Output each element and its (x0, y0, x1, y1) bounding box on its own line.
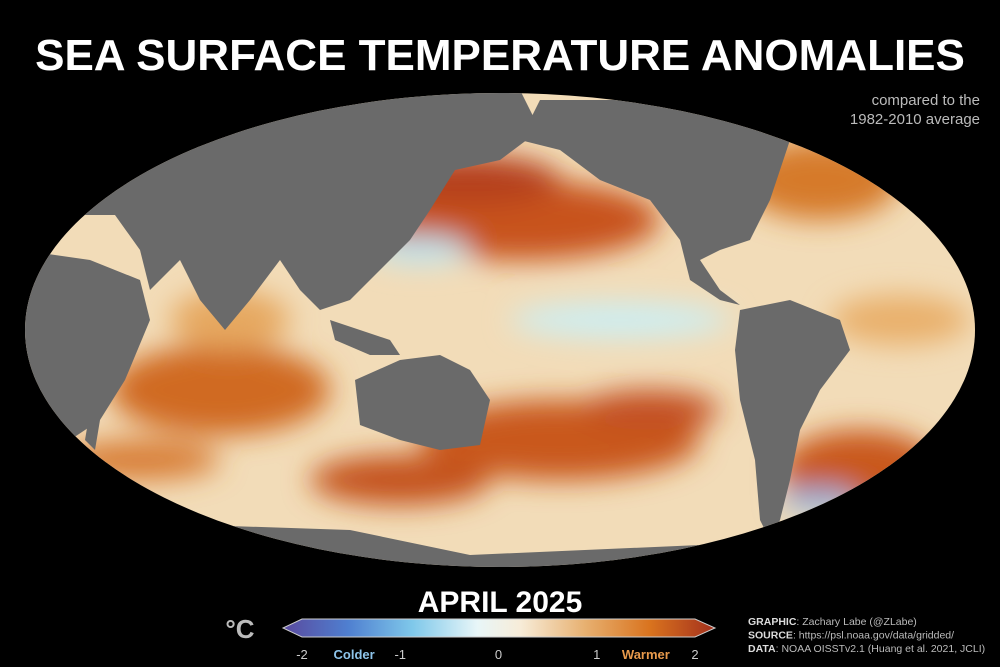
title: SEA SURFACE TEMPERATURE ANOMALIES (35, 31, 965, 80)
credit-text: : NOAA OISSTv2.1 (Huang et al. 2021, JCL… (776, 643, 986, 655)
colder-label: Colder (334, 647, 375, 662)
subtitle-line: 1982-2010 average (850, 111, 980, 128)
unit: °C (225, 614, 254, 644)
credit-text: : https://psl.noaa.gov/data/gridded/ (793, 630, 954, 642)
colorbar-tick-label: 0 (495, 647, 502, 662)
credit-label: DATA (748, 643, 776, 655)
map (25, 93, 975, 567)
colorbar-tick-label: 1 (593, 647, 600, 662)
warmer-label: Warmer (622, 647, 670, 662)
colorbar-tick-label: -1 (394, 647, 406, 662)
colorbar (281, 618, 717, 638)
credit-label: GRAPHIC (748, 616, 797, 628)
period: APRIL 2025 (418, 586, 583, 619)
subtitle-line: compared to the (872, 92, 980, 109)
credit-line: SOURCE: https://psl.noaa.gov/data/gridde… (748, 630, 954, 642)
credit-label: SOURCE (748, 630, 793, 642)
credit-line: GRAPHIC: Zachary Labe (@ZLabe) (748, 616, 917, 628)
credits: GRAPHIC: Zachary Labe (@ZLabe)SOURCE: ht… (748, 616, 985, 655)
colorbar-tick-label: -2 (296, 647, 308, 662)
credit-text: : Zachary Labe (@ZLabe) (796, 616, 916, 628)
colorbar-tick-label: 2 (691, 647, 698, 662)
credit-line: DATA: NOAA OISSTv2.1 (Huang et al. 2021,… (748, 643, 985, 655)
